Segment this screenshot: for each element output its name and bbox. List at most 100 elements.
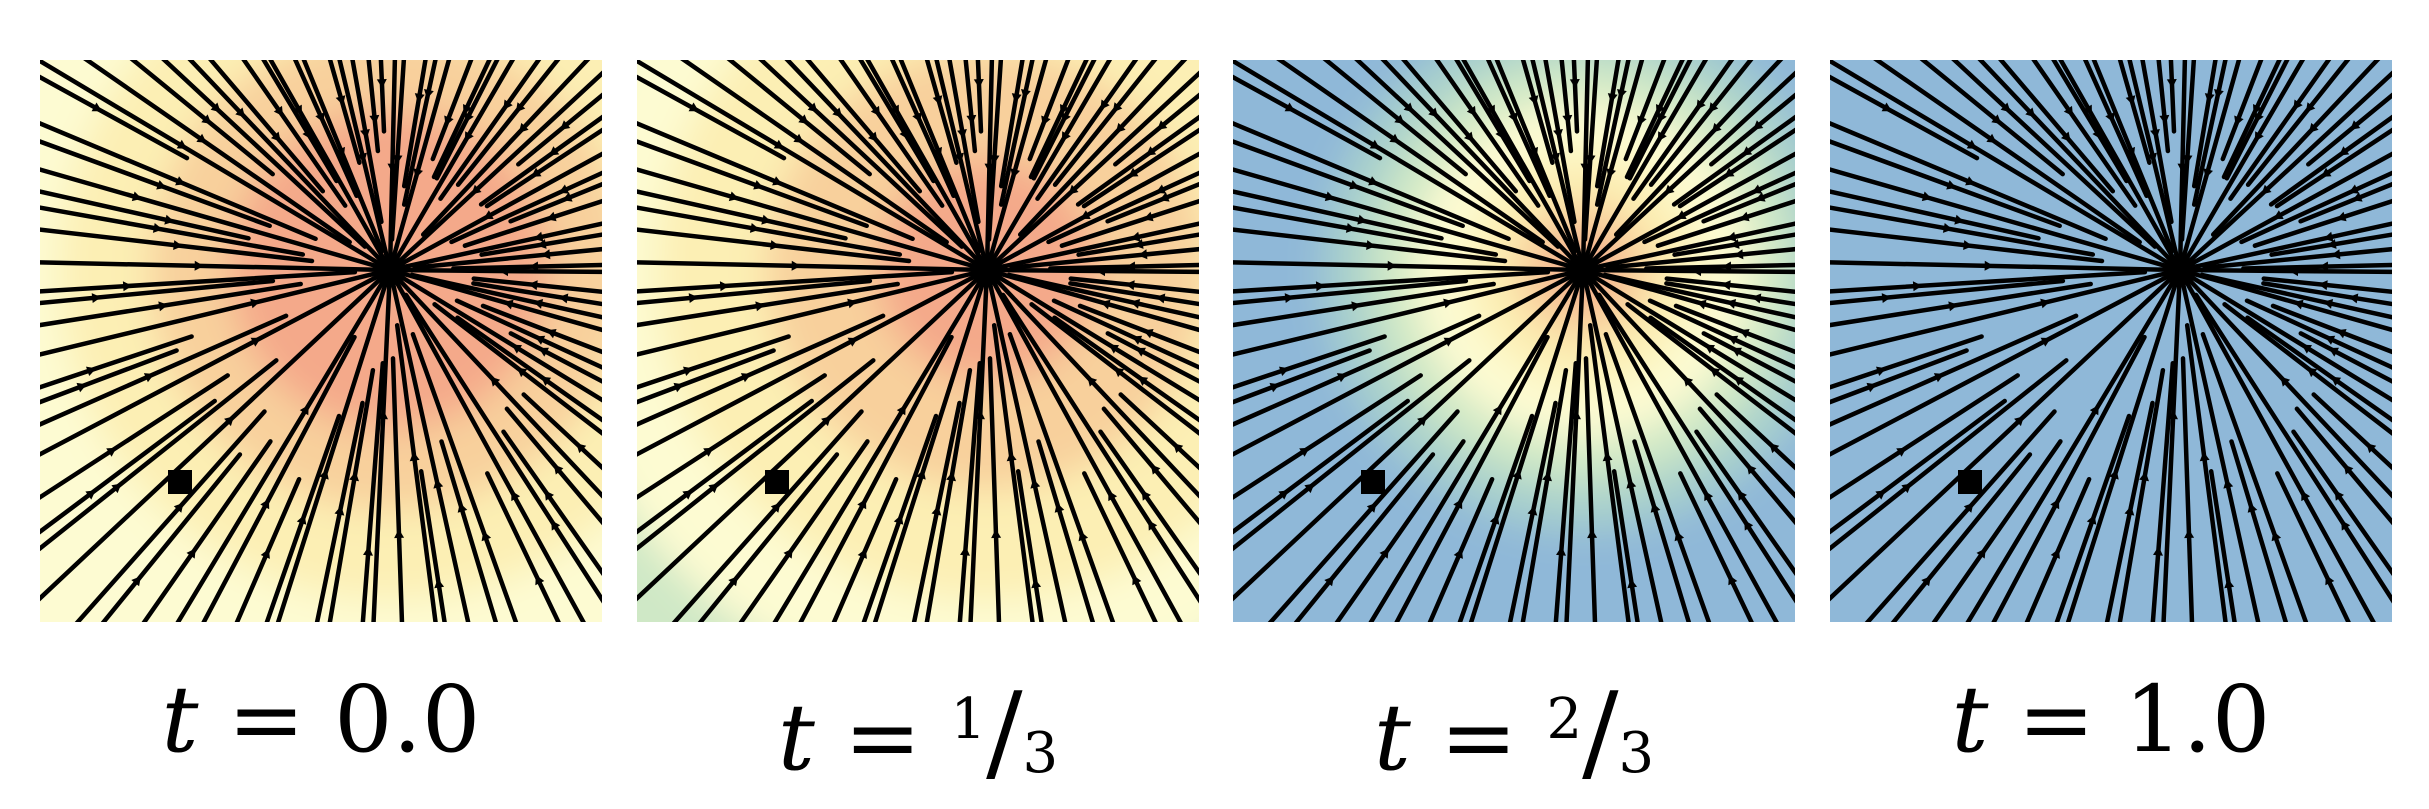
streamline bbox=[40, 269, 358, 294]
streamline-arrow bbox=[481, 531, 492, 542]
streamline-arrow bbox=[1128, 167, 1139, 177]
streamline bbox=[984, 267, 1199, 403]
streamline-arrow bbox=[1324, 576, 1334, 587]
streamline-arrow bbox=[409, 451, 420, 462]
streamline-arrow bbox=[1443, 337, 1454, 347]
streamline-arrow bbox=[1155, 293, 1166, 304]
streamline bbox=[2191, 60, 2218, 189]
streamline bbox=[2177, 267, 2392, 499]
streamline-arrow bbox=[299, 405, 309, 416]
caption-t-0: t = 0.0 bbox=[40, 665, 602, 775]
streamline-arrow bbox=[1933, 373, 1945, 383]
streamline-arrow bbox=[1607, 93, 1618, 103]
streamline bbox=[40, 278, 276, 306]
streamline bbox=[40, 267, 393, 602]
streamline-arrow bbox=[1676, 210, 1687, 219]
streamline bbox=[1830, 205, 2096, 257]
streamline-arrow bbox=[2050, 548, 2060, 559]
square-marker bbox=[765, 470, 789, 494]
fraction-numerator: 2 bbox=[1546, 687, 1583, 752]
streamline-arrow bbox=[1710, 367, 1721, 378]
streamline bbox=[1046, 170, 1199, 245]
streamline-arrow bbox=[1664, 184, 1675, 195]
streamline-arrow bbox=[1068, 184, 1079, 195]
streamline bbox=[1081, 127, 1199, 209]
streamline-arrow bbox=[1006, 451, 1017, 462]
streamline bbox=[1027, 60, 1071, 162]
streamline bbox=[1233, 313, 1482, 427]
streamline-arrow bbox=[1683, 376, 1694, 387]
streamline bbox=[387, 267, 602, 275]
streamline-arrow bbox=[2280, 376, 2291, 387]
streamline bbox=[2150, 360, 2176, 622]
streamline-arrow bbox=[2063, 105, 2073, 117]
streamline bbox=[387, 267, 602, 499]
streamline bbox=[1672, 232, 1795, 257]
streamline-arrow bbox=[1159, 192, 1170, 202]
streamline bbox=[2082, 60, 2149, 199]
streamline bbox=[264, 413, 342, 622]
streamline-arrow bbox=[471, 184, 482, 195]
streamline-arrow bbox=[2125, 146, 2135, 158]
streamline bbox=[1596, 292, 1795, 604]
caption-variable: t bbox=[1373, 683, 1411, 791]
streamline-arrow bbox=[1061, 112, 1071, 123]
streamline-arrow bbox=[1369, 139, 1380, 149]
streamline-arrow bbox=[1724, 167, 1735, 177]
streamline bbox=[261, 60, 339, 184]
streamline bbox=[485, 471, 561, 622]
caption-variable: t bbox=[1951, 666, 1989, 773]
streamline-arrow bbox=[1966, 139, 1977, 149]
streamline-arrow bbox=[319, 469, 329, 480]
streamline-arrow bbox=[91, 102, 102, 112]
streamline bbox=[40, 313, 289, 427]
streamline bbox=[187, 60, 393, 273]
streamline bbox=[637, 139, 869, 229]
streamline-arrow bbox=[85, 490, 96, 500]
streamline-arrow bbox=[235, 107, 246, 118]
streamline bbox=[1830, 260, 2183, 273]
streamline bbox=[1580, 60, 1709, 273]
streamline-arrow bbox=[2253, 104, 2262, 115]
streamline-arrow bbox=[1351, 301, 1361, 312]
streamline bbox=[327, 60, 362, 165]
panel-t-1-3 bbox=[637, 60, 1199, 622]
streamline-arrow bbox=[783, 548, 793, 559]
streamline bbox=[478, 114, 602, 207]
streamline bbox=[40, 398, 217, 535]
streamline-arrow bbox=[857, 498, 867, 510]
streamline bbox=[1890, 452, 2033, 622]
streamline bbox=[1631, 60, 1735, 201]
streamline bbox=[865, 60, 990, 273]
square-marker bbox=[1361, 470, 1385, 494]
fraction-slash: / bbox=[1582, 669, 1619, 795]
streamline bbox=[1671, 114, 1795, 207]
streamline-arrow bbox=[2223, 478, 2234, 489]
streamline bbox=[1507, 400, 1558, 622]
streamline bbox=[2311, 392, 2392, 471]
streamline-arrow bbox=[1696, 299, 1707, 310]
streamline bbox=[1233, 60, 1586, 273]
streamline bbox=[2245, 315, 2392, 423]
streamline-arrow bbox=[1866, 382, 1877, 393]
streamline-arrow bbox=[2301, 344, 2312, 354]
streamline-arrow bbox=[2025, 107, 2036, 118]
streamline-arrow bbox=[515, 102, 526, 113]
streamline bbox=[1520, 367, 1569, 622]
streamline bbox=[1036, 439, 1096, 622]
streamline-arrow bbox=[798, 114, 809, 124]
streamline bbox=[872, 267, 990, 622]
streamline bbox=[984, 221, 1199, 273]
streamline-arrow bbox=[360, 129, 370, 139]
streamline-arrow bbox=[1733, 376, 1745, 386]
streamline bbox=[40, 60, 393, 273]
streamline bbox=[292, 60, 359, 199]
streamline-arrow bbox=[1115, 122, 1126, 133]
streamline-arrow bbox=[1492, 405, 1502, 416]
streamline-arrow bbox=[86, 366, 97, 376]
streamline-arrow bbox=[1131, 335, 1143, 345]
streamline-arrow bbox=[1542, 471, 1552, 482]
streamline-arrow bbox=[2125, 95, 2136, 106]
streamline bbox=[1580, 267, 1664, 622]
